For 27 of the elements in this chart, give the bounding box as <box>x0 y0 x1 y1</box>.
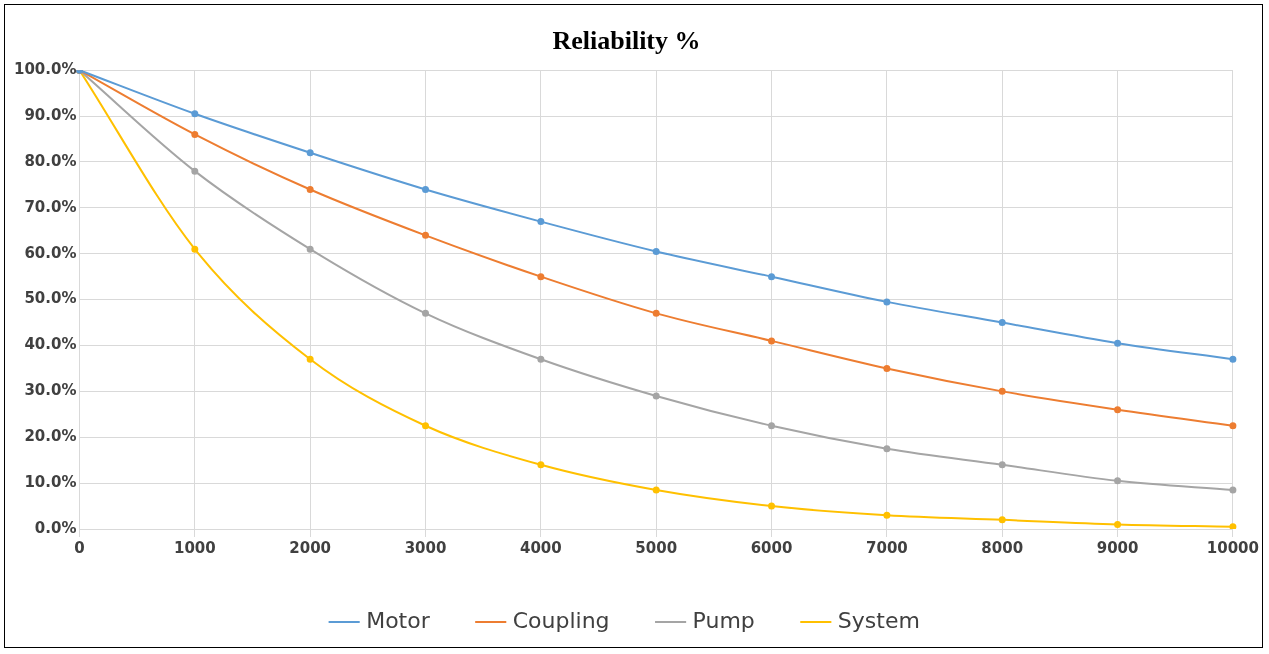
legend-label: System <box>837 607 920 633</box>
y-tick-label: 30.0% <box>24 381 77 400</box>
chart-title: Reliability % <box>552 26 701 56</box>
y-tick-label: 10.0% <box>24 473 77 492</box>
y-tick-label: 80.0% <box>24 151 77 170</box>
y-tick-label: 20.0% <box>24 427 77 446</box>
x-tick-label: 7000 <box>866 538 908 557</box>
x-tick-label: 9000 <box>1096 538 1139 557</box>
x-tick-label: 3000 <box>404 538 447 557</box>
x-tick-label: 0 <box>74 538 85 557</box>
x-tick-label: 4000 <box>519 538 562 557</box>
x-tick-label: 8000 <box>981 538 1024 557</box>
y-tick-label: 0.0% <box>34 518 77 537</box>
x-tick-label: 10000 <box>1206 538 1259 557</box>
legend-label: Coupling <box>512 607 610 633</box>
x-tick-label: 5000 <box>635 538 678 557</box>
x-tick-label: 2000 <box>289 538 332 557</box>
legend-label: Pump <box>692 607 755 633</box>
x-tick-label: 6000 <box>750 538 793 557</box>
y-tick-label: 70.0% <box>24 197 77 216</box>
y-tick-label: 50.0% <box>24 289 77 308</box>
y-tick-label: 60.0% <box>24 243 77 262</box>
y-tick-label: 40.0% <box>24 335 77 354</box>
legend-label: Motor <box>366 607 431 633</box>
x-tick-label: 1000 <box>173 538 216 557</box>
y-tick-label: 90.0% <box>24 105 77 124</box>
y-tick-label: 100.0% <box>13 60 77 79</box>
